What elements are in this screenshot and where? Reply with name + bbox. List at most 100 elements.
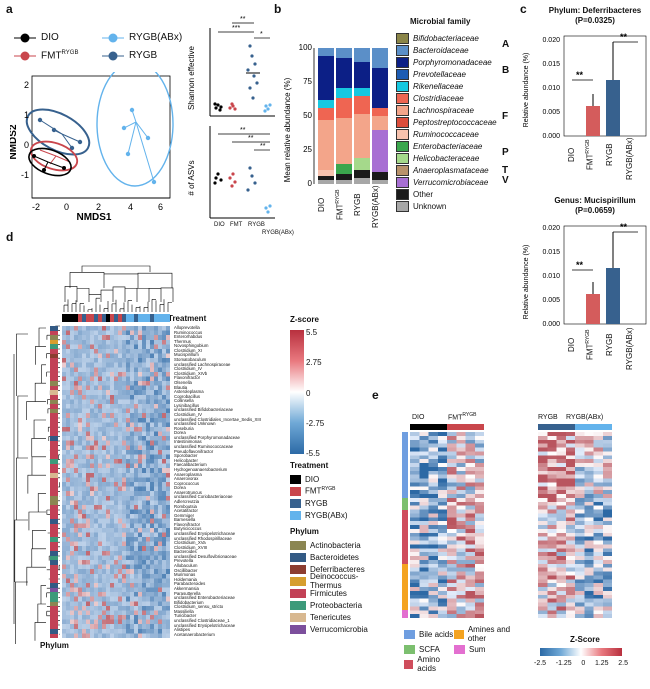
bar-rygb (354, 48, 370, 184)
genus-label: Enterorhabdus (174, 334, 203, 340)
genus-label: Coprococcus (174, 480, 200, 486)
family-name: Porphyromonadaceae (413, 57, 492, 67)
genus-label: Novosphingobium (174, 343, 209, 349)
panel-b-label: b (274, 2, 282, 16)
treatment-cell (74, 314, 78, 322)
svg-text:25: 25 (303, 145, 312, 154)
family-swatch (396, 56, 409, 68)
treatment-cell (86, 314, 90, 322)
svg-text:**: ** (240, 127, 246, 134)
phylum-cell (50, 633, 58, 639)
stacked-bar-chart: Mean relative abundance (%) 0 25 50 75 100 (284, 43, 388, 188)
phylum-cell (50, 505, 58, 510)
phylum-cell (50, 353, 58, 359)
phylum-legend-item: Deferribacteres (290, 563, 390, 575)
nmds-legend: DIO FMTRYGB RYGB(ABx) RYGB (14, 30, 224, 66)
genus-label: Clostridium_sensu_stricto (174, 604, 224, 610)
svg-text:50: 50 (303, 111, 312, 120)
treatment-cell (154, 314, 158, 322)
treatment-cell (158, 314, 162, 322)
phylum-cell (50, 440, 58, 446)
phylum-cell (50, 537, 58, 542)
phylum-cell (50, 532, 58, 538)
genus-label: Clostridium_XI (174, 347, 202, 353)
genus-label: Bifidobacterium (174, 599, 204, 605)
bar-ylabel: Mean relative abundance (%) (284, 77, 292, 182)
svg-text:**: ** (576, 70, 584, 80)
svg-text:Relative abundance (%): Relative abundance (%) (523, 245, 530, 320)
svg-text:0.020: 0.020 (542, 37, 560, 44)
genus-label: Anaerotruncus (174, 489, 202, 495)
phylum-cell (50, 491, 58, 496)
phylum-bar (50, 326, 58, 639)
svg-text:0.015: 0.015 (542, 249, 560, 256)
family-swatch (396, 92, 409, 104)
svg-text:0.005: 0.005 (542, 109, 560, 116)
svg-text:0.005: 0.005 (542, 297, 560, 304)
family-name: Prevotellaceae (413, 69, 466, 79)
treatment-legend-item: RYGB(ABx) (290, 509, 380, 521)
phylum-cell (50, 555, 58, 561)
genus-label: Dorea (174, 485, 186, 491)
phylum-cell (50, 348, 58, 354)
family-swatch (396, 104, 409, 116)
phylum-cell (50, 587, 58, 593)
e-treatment-bar-right (538, 424, 612, 430)
asv-ylabel: # of ASVs (187, 160, 196, 195)
svg-text:*: * (260, 31, 263, 38)
phylum-cell (50, 615, 58, 620)
genus-label: Alistipes (174, 627, 191, 633)
svg-text:0.010: 0.010 (542, 85, 560, 92)
genus-label: Oscillibacter (174, 567, 198, 573)
genus-label: unclassified Clostridiales_Incertae_Sedi… (174, 416, 261, 422)
treatment-legend-item: FMTRYGB (290, 485, 380, 497)
genus-label: Turicibacter (174, 613, 197, 619)
genus-label: Butyricicoccus (174, 526, 202, 532)
family-name: Bacteroidaceae (413, 45, 469, 55)
family-swatch (396, 128, 409, 140)
genus-label: unclassified Enterobacteriaceae (174, 595, 235, 601)
phylum-cell (50, 390, 58, 395)
treatment-cell (94, 314, 98, 322)
family-legend-title: Microbial family (410, 17, 471, 26)
family-name: Verrucomicrobiaceae (413, 177, 489, 187)
family-legend-item: Unknown (396, 200, 516, 212)
phylum-cell (50, 482, 58, 487)
treatment-cell (98, 314, 102, 322)
phylum-cell (50, 514, 58, 519)
phylum-cell (50, 417, 58, 423)
phylum-cell (50, 523, 58, 529)
family-legend-item: Peptostreptococcaceae (396, 116, 516, 128)
family-legend-item: Bifidobacteriaceae (396, 32, 516, 44)
genus-label: Barnesiella (174, 517, 196, 523)
svg-text:2: 2 (24, 80, 29, 90)
c-bottom-xticks: DIO FMTRYGB RYGB RYGB(ABx) (567, 327, 634, 370)
family-swatch (396, 140, 409, 152)
genus-label: Thermus (174, 338, 191, 344)
phylum-legend-item: Actinobacteria (290, 539, 390, 551)
family-name: Enterobacteriaceae (413, 141, 483, 151)
phylum-cell (50, 597, 58, 602)
genus-label: Acetanaerobacterium (174, 631, 215, 637)
family-legend-item: Other (396, 188, 516, 200)
genus-label: Faecalibacterium (174, 462, 207, 468)
genus-label: Blautia (174, 384, 188, 390)
phylum-cell (50, 367, 58, 372)
genus-label: Olsenella (174, 379, 192, 385)
family-legend-item: Verrucomicrobiaceae (396, 176, 516, 188)
c-top-xticks: DIO FMTRYGB RYGB RYGB(ABx) (567, 137, 634, 180)
genus-label: unclassified Rhodospirillaceae (174, 535, 232, 541)
svg-text:0: 0 (308, 179, 313, 188)
phylum-cell (50, 564, 58, 570)
genus-labels: Alloprevotella Ruminococcus Enterorhabdus T… (174, 325, 284, 638)
phylum-cell (50, 408, 58, 414)
metabolite-legend-item: Amino acids (404, 655, 454, 673)
phylum-cell (50, 495, 58, 501)
family-name: Rikenellaceae (413, 81, 464, 91)
nmds-xlabel: NMDS1 (76, 212, 111, 222)
family-name: Other (413, 189, 434, 199)
asv-xticks: DIO FMT RYGB RYGB(ABx) (214, 222, 294, 236)
phylum-cell (50, 399, 58, 405)
row-dendrogram (13, 325, 60, 644)
treatment-cell (166, 314, 170, 322)
